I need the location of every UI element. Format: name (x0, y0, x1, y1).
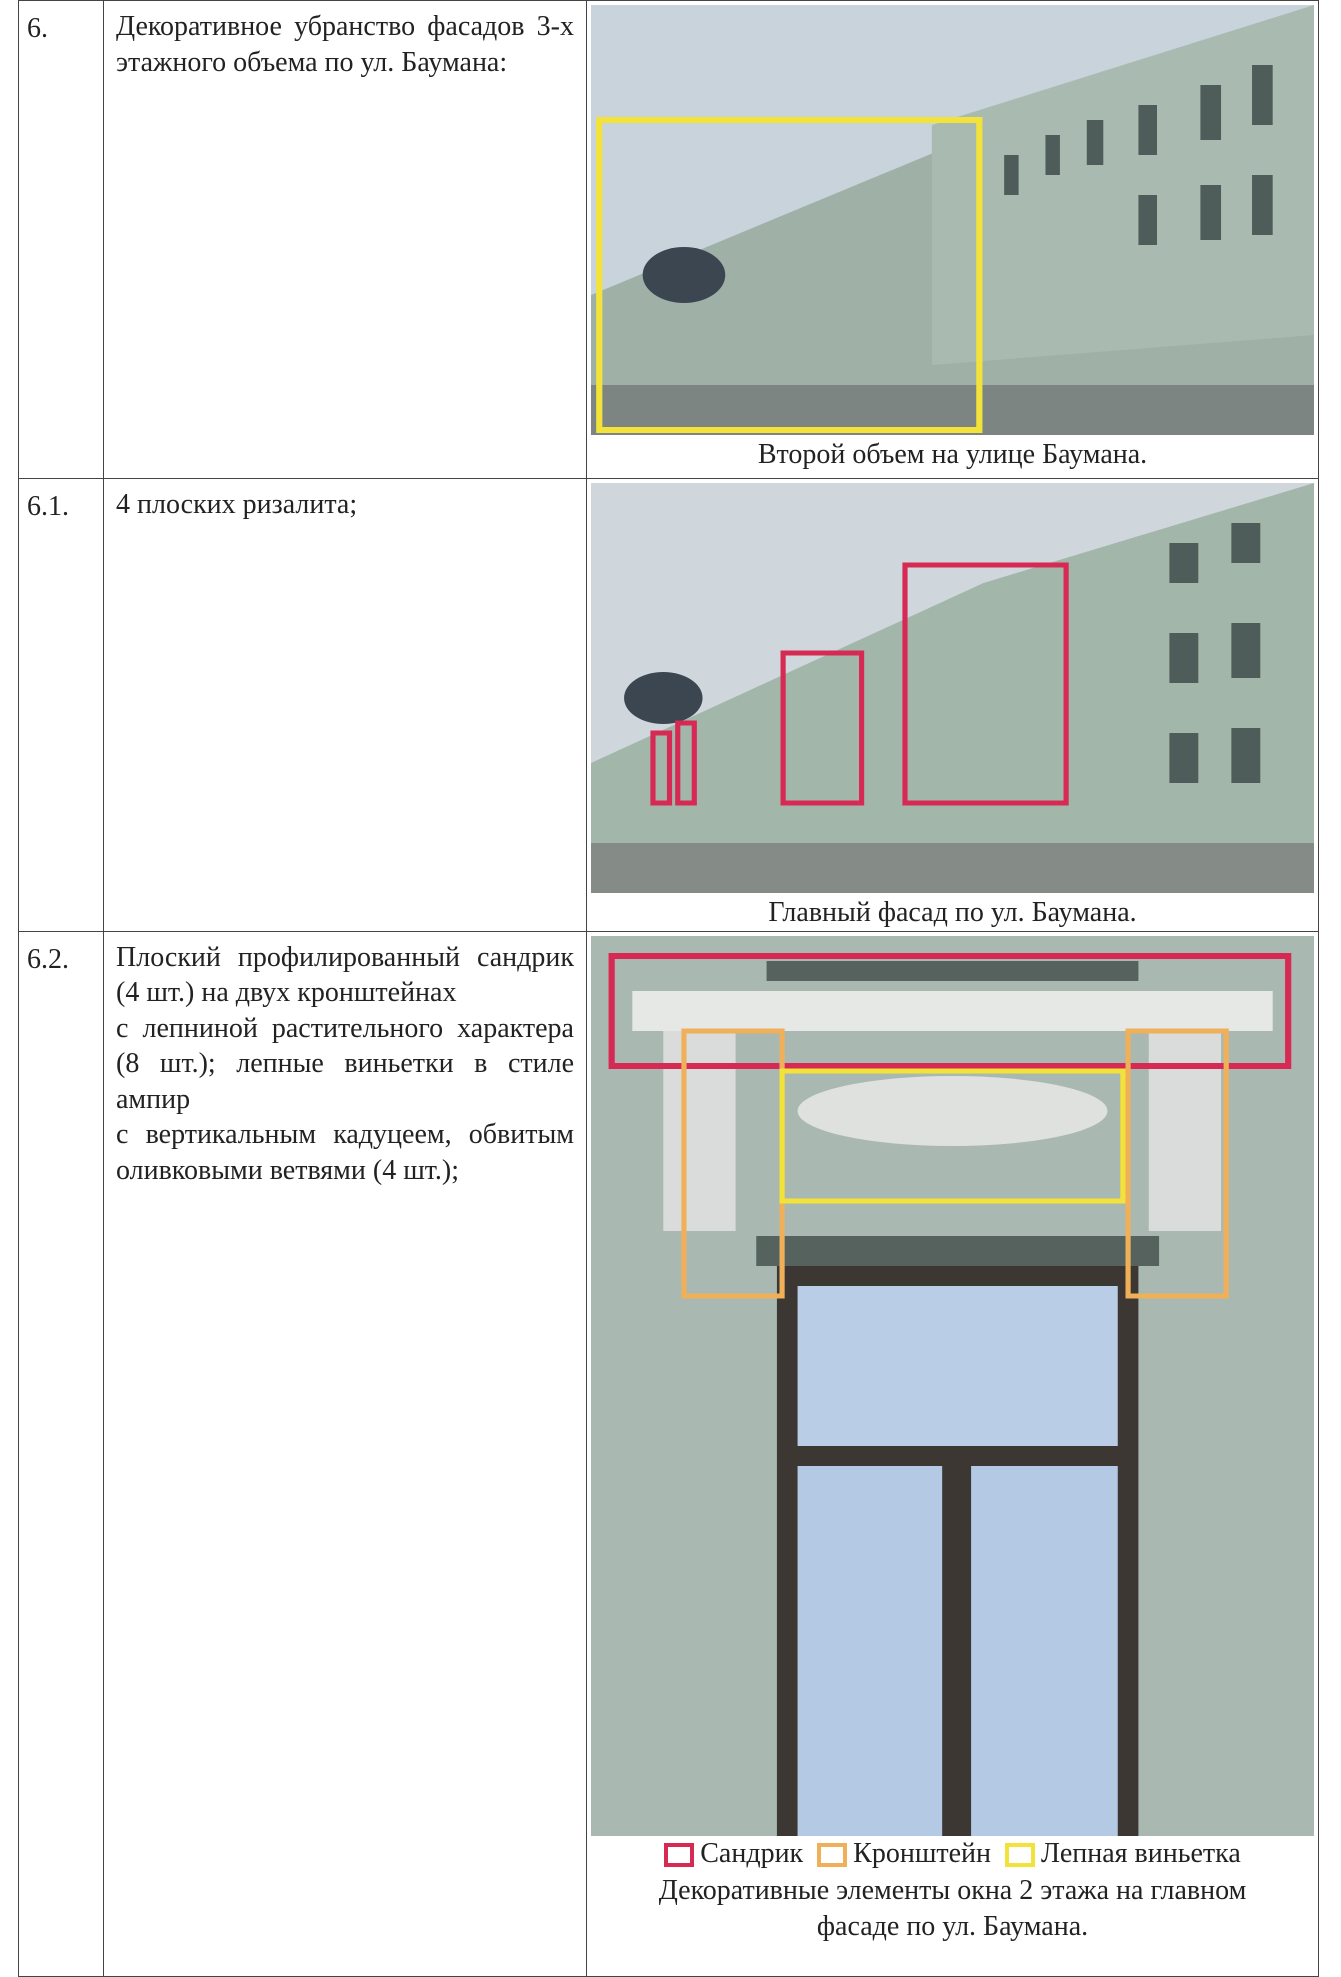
photo-cell: Главный фасад по ул. Баумана. (586, 478, 1319, 932)
description-text: Плоский профилированный сандрик (4 шт.) … (116, 941, 574, 1009)
photo-cell: Второй объем на улице Баумана. (586, 0, 1319, 479)
description: Плоский профилированный сандрик (4 шт.) … (103, 930, 587, 1977)
description: 4 плоских ризалита; (103, 478, 587, 932)
legend-swatch (1005, 1843, 1036, 1868)
legend-swatch (664, 1843, 695, 1868)
photo (591, 935, 1314, 1836)
legend-label: Сандрик (700, 1837, 804, 1869)
description-text: Декоративное убранство фасадов 3-х этажн… (116, 11, 574, 78)
legend-item: Кронштейн (817, 1836, 991, 1872)
photo (591, 483, 1314, 893)
photo-caption: Главный фасад по ул. Баумана. (768, 897, 1137, 928)
row: 6.1. 4 плоских ризалита; Главный фасад п… (18, 478, 1319, 932)
photo (591, 5, 1314, 435)
description-text: с лепниной растительного характера (8 шт… (116, 1012, 574, 1115)
row: 6. Декоративное убранство фасадов 3-х эт… (18, 0, 1319, 479)
legend-label: Лепная виньетка (1041, 1837, 1241, 1869)
legend-label: Кронштейн (853, 1837, 992, 1869)
row: 6.2. Плоский профилированный сандрик (4 … (18, 930, 1319, 1977)
legend-item: Сандрик (664, 1836, 803, 1872)
photo-caption: Второй объем на улице Баумана. (757, 439, 1148, 470)
legend-swatch (817, 1843, 848, 1868)
row-number: 6.1. (18, 478, 104, 932)
photo-caption: Декоративные элементы окна 2 этажа на гл… (658, 1875, 1247, 1942)
facade-table: 6. Декоративное убранство фасадов 3-х эт… (18, 0, 1319, 1977)
legend: Сандрик Кронштейн Лепная виньетка (591, 1836, 1314, 1872)
photo-cell: Сандрик Кронштейн Лепная виньетка Декора… (586, 930, 1319, 1977)
row-number: 6.2. (18, 930, 104, 1977)
legend-item: Лепная виньетка (1005, 1836, 1241, 1872)
description: Декоративное убранство фасадов 3-х этажн… (103, 0, 587, 479)
row-number: 6. (18, 0, 104, 479)
description-text: 4 плоских ризалита; (116, 489, 358, 520)
description-text: с вертикальным кадуцеем, обвитым оливков… (116, 1119, 574, 1186)
